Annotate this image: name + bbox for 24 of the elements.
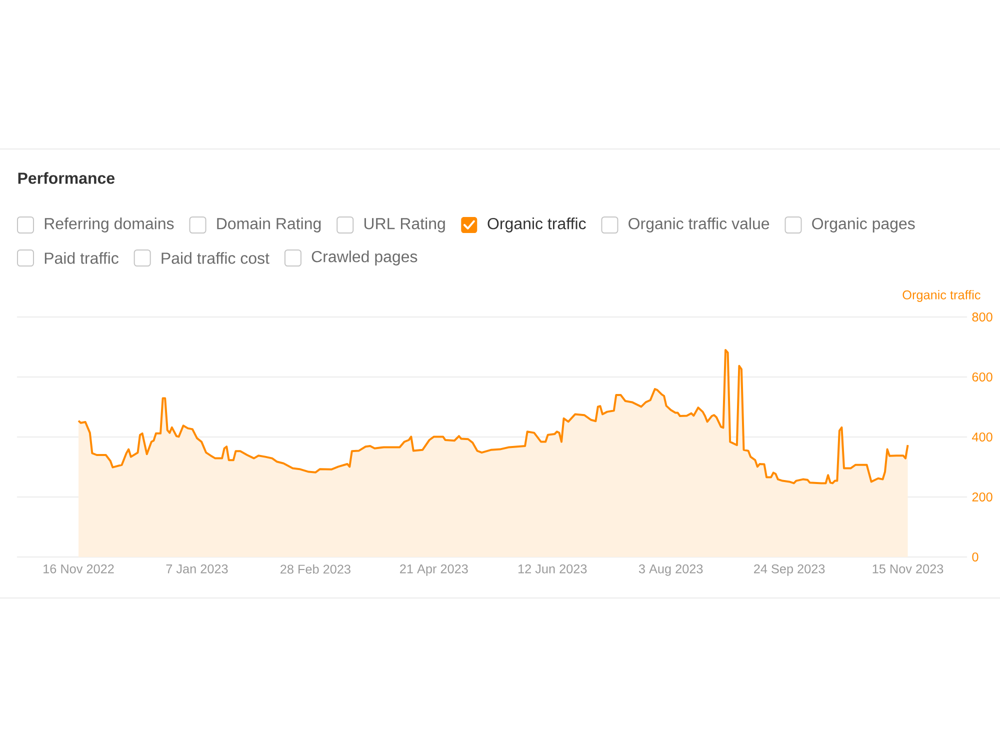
text: Organic traffic value: [628, 218, 770, 232]
text: Referring domains: [44, 218, 174, 232]
x-tick-label: 28 Feb 2023: [280, 564, 350, 574]
y-tick-label: 400: [972, 432, 992, 442]
x-tick-label: 7 Jan 2023: [166, 564, 228, 574]
x-tick-label: 3 Aug 2023: [638, 564, 703, 576]
y-tick-label: 0: [972, 552, 978, 562]
text: Paid traffic cost: [162, 252, 270, 264]
text: Crawled pages: [312, 250, 418, 266]
text: Domain Rating: [217, 218, 321, 232]
text: Paid traffic: [44, 252, 118, 264]
x-tick-label: 15 Nov 2023: [872, 564, 944, 574]
y-tick-label: 600: [972, 372, 992, 382]
y-tick-label: 200: [972, 492, 992, 502]
chart-title: Performance: [18, 172, 115, 184]
text: URL Rating: [364, 218, 445, 232]
y-tick-label: 800: [972, 312, 992, 322]
x-tick-label: 16 Nov 2022: [44, 564, 114, 574]
x-tick-label: 24 Sep 2023: [754, 564, 825, 576]
legend-label: Organic traffic: [488, 218, 586, 232]
x-tick-label: 21 Apr 2023: [400, 564, 468, 576]
x-tick-label: 12 Jun 2023: [518, 564, 587, 574]
y-axis-title: Organic traffic: [902, 290, 980, 302]
text: Organic pages: [812, 218, 915, 232]
